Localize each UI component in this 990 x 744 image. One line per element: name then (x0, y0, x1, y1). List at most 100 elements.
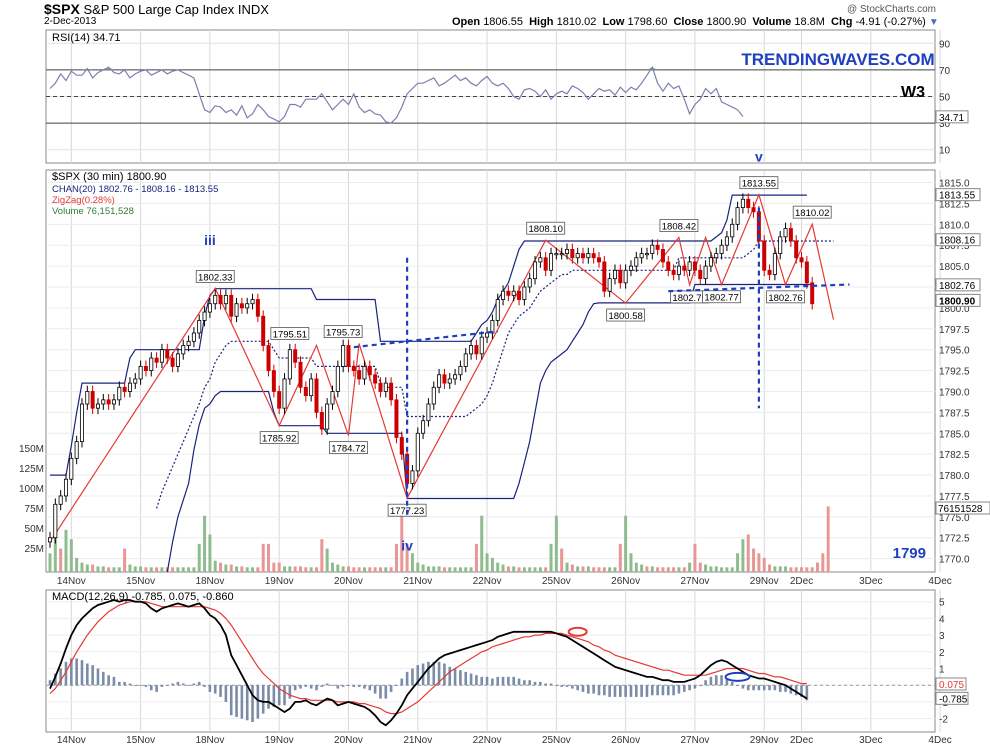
macd-histogram-bar (762, 685, 766, 691)
candle-body (671, 269, 676, 275)
price-tick-label: 1772.5 (939, 534, 970, 545)
macd-histogram-bar (304, 685, 308, 687)
volume-bar (245, 567, 249, 572)
macd-histogram-bar (603, 685, 606, 696)
macd-histogram-bar (400, 678, 404, 686)
volume-bar (101, 566, 105, 572)
price-tick-label: 1777.5 (939, 492, 970, 503)
volume-bar (330, 562, 334, 572)
macd-histogram-bar (277, 685, 281, 706)
volume-bar (725, 567, 729, 572)
macd-histogram-bar (245, 685, 249, 721)
volume-bar (586, 566, 590, 572)
macd-histogram-bar (331, 685, 334, 687)
price-annotation: 1795.73 (326, 328, 360, 339)
x-tick-label: 22Nov (473, 735, 502, 744)
macd-histogram-bar (203, 685, 206, 687)
volume-bar (650, 566, 654, 572)
macd-histogram-bar (682, 685, 686, 692)
volume-bar (608, 567, 612, 572)
candle-body (63, 478, 68, 497)
candle-body (527, 278, 532, 288)
candle-body (479, 336, 484, 355)
volume-bar (538, 567, 542, 572)
macd-tick-label: 2 (939, 648, 945, 659)
candle-body (714, 253, 719, 259)
volume-bar (394, 543, 398, 572)
rsi-tick-label: 70 (939, 66, 951, 77)
macd-histogram-bar (256, 685, 260, 719)
volume-bar (576, 566, 580, 572)
candle-body (170, 357, 175, 367)
volume-bar (506, 566, 510, 572)
low-label: Low (602, 16, 625, 28)
macd-cross-highlight-blue (724, 671, 751, 682)
macd-histogram-bar (784, 685, 787, 692)
candle-body (293, 349, 298, 363)
volume-bar (229, 564, 233, 572)
macd-histogram-bar (491, 678, 494, 686)
volume-bar (155, 567, 159, 572)
macd-title: MACD(12,26,9) -0.785, 0.075, -0.860 (52, 591, 234, 603)
legend-volume: Volume 76,151,528 (52, 206, 134, 217)
index-name: S&P 500 Large Cap Index (83, 2, 235, 17)
volume-bar (826, 506, 830, 572)
volume-bar (570, 564, 574, 572)
macd-histogram-bar (528, 680, 531, 686)
price-annotation: 1784.72 (331, 444, 365, 455)
volume-bar (485, 553, 489, 572)
candle-body (58, 495, 63, 505)
volume-bar (720, 567, 724, 572)
macd-histogram-bar (533, 681, 537, 686)
candle-body (506, 290, 511, 296)
macd-histogram-bar (746, 685, 750, 691)
volume-bar (357, 567, 361, 572)
macd-histogram-bar (709, 676, 713, 686)
volume-bar (512, 566, 516, 572)
volume-bar (730, 567, 734, 572)
candle-body (559, 253, 564, 256)
candle-body (154, 357, 159, 363)
macd-histogram-bar (219, 685, 222, 697)
volume-bar (171, 567, 175, 572)
macd-histogram-bar (645, 685, 649, 697)
macd-histogram-bar (672, 685, 675, 696)
x-tick-label: 21Nov (403, 576, 432, 587)
candle-body (175, 353, 180, 367)
macd-histogram-bar (91, 665, 94, 686)
zigzag-line (49, 192, 835, 543)
symbol-title: $SPX S&P 500 Large Cap Index INDX (44, 1, 269, 17)
macd-histogram-bar (560, 685, 563, 687)
macd-histogram-bar (54, 673, 57, 686)
price-annotation-box (659, 219, 699, 232)
candle-body (48, 537, 53, 543)
volume-label: Volume (752, 16, 792, 28)
price-tick-label: 1795.0 (939, 346, 970, 357)
candle-body (138, 366, 143, 380)
candle-body (330, 391, 335, 405)
volume-bar (219, 562, 223, 572)
x-tick-label: 29Nov (750, 735, 779, 744)
macd-histogram-bar (576, 685, 579, 691)
candle-body (612, 269, 617, 280)
candle-body (106, 399, 111, 405)
volume-bar (762, 557, 766, 572)
volume-bar (789, 567, 793, 572)
macd-histogram-bar (523, 680, 526, 686)
volume-bar (533, 567, 537, 572)
volume-bar (410, 553, 414, 572)
macd-cross-highlight-red (567, 626, 588, 637)
macd-histogram-bar (688, 685, 691, 691)
volume-bar (80, 562, 84, 572)
candle-body (410, 470, 415, 484)
chevron-down-icon[interactable]: ▼ (928, 17, 939, 28)
candle-body (703, 265, 708, 280)
macd-histogram-bar (128, 683, 132, 686)
rsi-panel: 10 30 50 70 90 RSI(14) 34.71 34.71 (45, 29, 969, 164)
volume-bar (768, 564, 772, 572)
macd-histogram-bar (341, 685, 345, 687)
volume-value: 18.8M (794, 16, 825, 28)
macd-histogram-bar (288, 685, 292, 699)
volume-bar (448, 567, 452, 572)
